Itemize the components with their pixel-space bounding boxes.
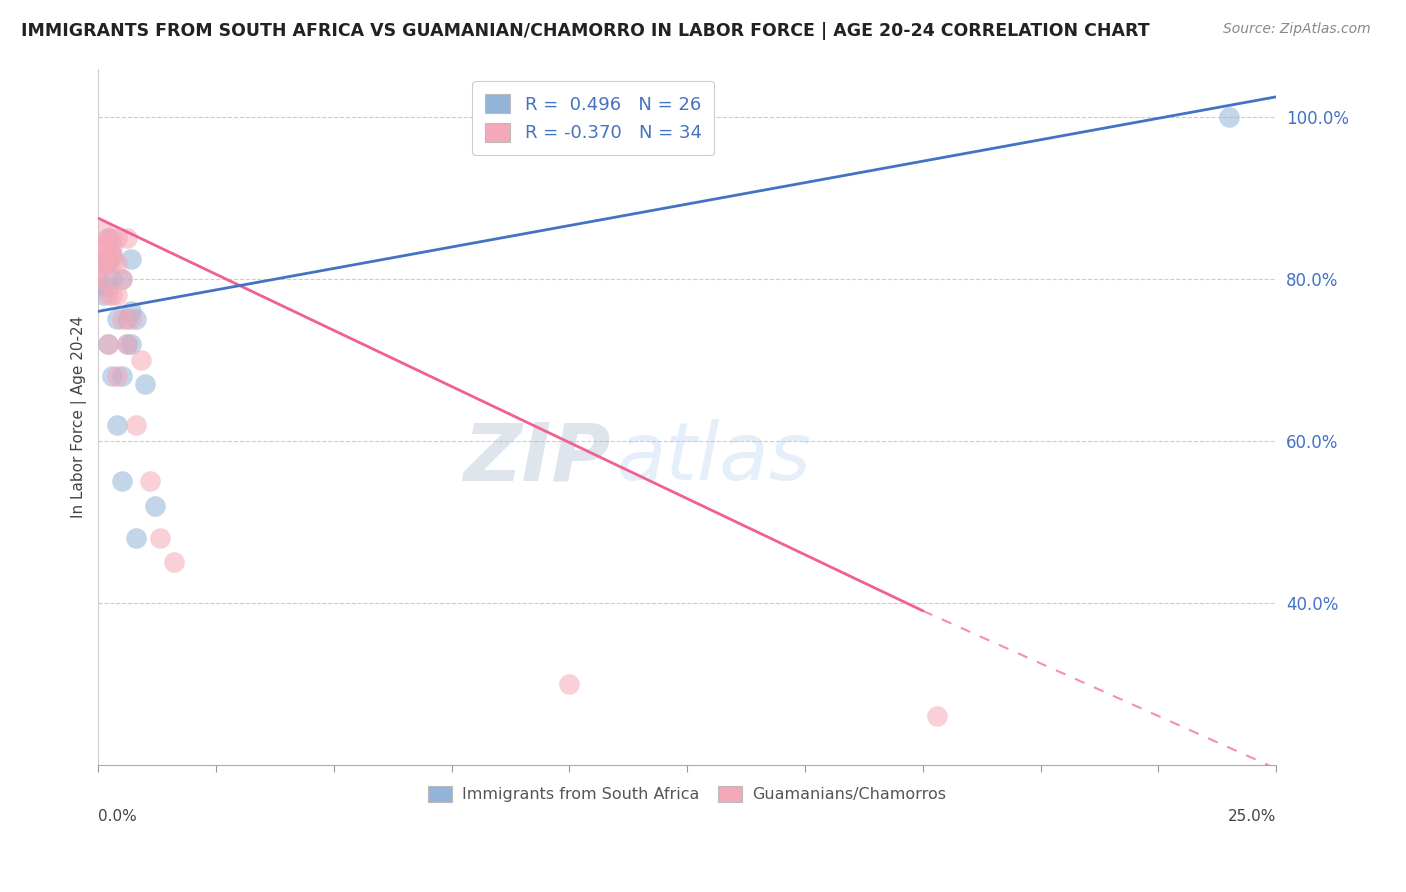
Point [111,369,134,384]
Point [139,475,162,489]
Point [101,248,124,262]
Point [97,248,120,262]
Point [101,239,124,253]
Point [129,352,152,367]
Point [97,239,120,253]
Point [105,288,128,302]
Point [925,709,948,723]
Point [105,312,128,326]
Point [120,312,142,326]
Point [558,676,581,690]
Point [111,312,134,326]
Point [111,475,134,489]
Point [101,256,124,270]
Point [125,531,148,545]
Point [125,417,148,432]
Point [101,272,124,286]
Point [87,280,110,294]
Point [91,288,114,302]
Point [111,272,134,286]
Point [87,239,110,253]
Text: Source: ZipAtlas.com: Source: ZipAtlas.com [1223,22,1371,37]
Point [120,304,142,318]
Point [101,231,124,245]
Point [101,248,124,262]
Point [97,280,120,294]
Y-axis label: In Labor Force | Age 20-24: In Labor Force | Age 20-24 [72,316,87,517]
Point [97,336,120,351]
Point [1218,110,1240,124]
Point [101,288,124,302]
Point [97,336,120,351]
Point [105,231,128,245]
Point [111,272,134,286]
Legend: Immigrants from South Africa, Guamanians/Chamorros: Immigrants from South Africa, Guamanians… [422,780,952,809]
Point [101,369,124,384]
Point [97,256,120,270]
Point [115,336,138,351]
Point [91,272,114,286]
Point [91,256,114,270]
Text: atlas: atlas [617,419,811,498]
Text: 25.0%: 25.0% [1227,809,1277,824]
Text: IMMIGRANTS FROM SOUTH AFRICA VS GUAMANIAN/CHAMORRO IN LABOR FORCE | AGE 20-24 CO: IMMIGRANTS FROM SOUTH AFRICA VS GUAMANIA… [21,22,1150,40]
Point [149,531,172,545]
Point [91,256,114,270]
Point [125,312,148,326]
Point [97,288,120,302]
Point [105,369,128,384]
Point [105,256,128,270]
Point [91,256,114,270]
Point [163,555,186,569]
Point [87,272,110,286]
Text: ZIP: ZIP [464,419,610,498]
Point [97,231,120,245]
Point [91,239,114,253]
Point [105,417,128,432]
Point [120,252,142,266]
Text: 0.0%: 0.0% [98,809,138,824]
Point [115,336,138,351]
Point [115,231,138,245]
Point [120,336,142,351]
Point [115,312,138,326]
Point [87,272,110,286]
Point [97,231,120,245]
Point [91,223,114,237]
Point [143,499,166,513]
Point [134,377,156,392]
Point [97,256,120,270]
